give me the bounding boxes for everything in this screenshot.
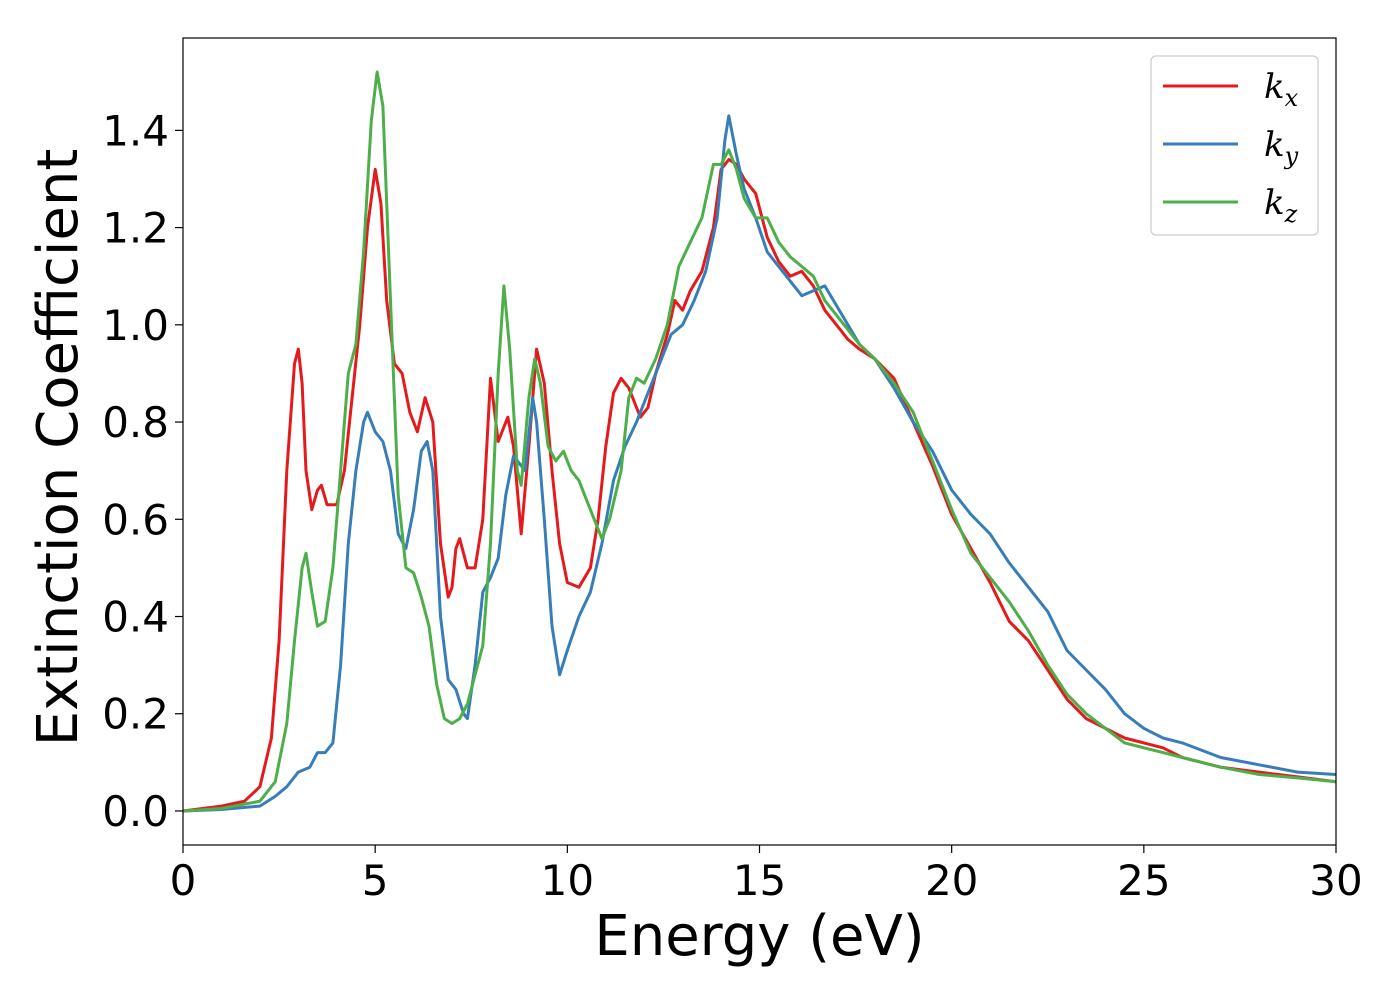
legend: kx ky kz [1150,55,1319,236]
x-tick-label: 15 [733,856,786,905]
x-tick-label: 20 [925,856,978,905]
x-axis: 0 5 10 15 20 25 30 [170,845,1363,905]
x-tick-label: 5 [362,856,389,905]
x-tick-label: 30 [1309,856,1362,905]
y-tick-label: 1.2 [102,204,169,253]
y-axis-label: Extinction Coefficient [26,149,91,747]
series-line-kz [182,70,1337,813]
series-line-ky [182,114,1337,813]
y-tick-label: 0.0 [102,787,169,836]
x-axis-label: Energy (eV) [594,904,924,969]
series-layer [182,70,1337,813]
x-tick-label: 10 [541,856,594,905]
y-tick-label: 1.0 [102,301,169,350]
x-tick-label: 25 [1117,856,1170,905]
series-line-kx [182,158,1337,813]
y-tick-label: 0.8 [102,398,169,447]
x-tick-label: 0 [170,856,197,905]
y-tick-label: 1.4 [102,106,169,155]
legend-label-kz: kz [1264,183,1298,228]
legend-label-ky: ky [1264,125,1299,170]
y-tick-label: 0.4 [102,593,169,642]
y-axis: 0.0 0.2 0.4 0.6 0.8 1.0 1.2 1.4 [102,106,183,836]
y-tick-label: 0.2 [102,690,169,739]
legend-label-kx: kx [1264,67,1299,112]
y-tick-label: 0.6 [102,495,169,544]
